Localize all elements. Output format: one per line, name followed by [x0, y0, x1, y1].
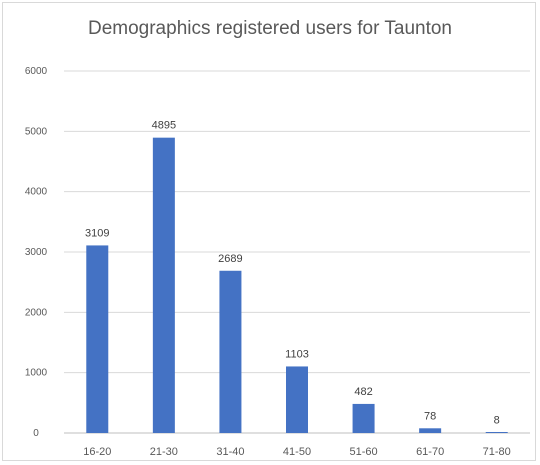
- bar: [152, 137, 175, 433]
- x-tick-label: 61-70: [416, 446, 444, 458]
- data-label: 1103: [285, 348, 309, 360]
- x-tick-label: 16-20: [83, 446, 111, 458]
- data-label: 2689: [218, 253, 242, 265]
- y-tick-label: 3000: [25, 247, 48, 258]
- data-label: 78: [424, 410, 436, 422]
- y-tick-label: 6000: [25, 66, 48, 77]
- chart-title: Demographics registered users for Taunto…: [87, 18, 452, 39]
- bar: [352, 403, 375, 433]
- bar: [419, 428, 442, 433]
- data-label: 8: [494, 415, 500, 427]
- y-tick-label: 4000: [25, 187, 48, 198]
- x-tick-label: 71-80: [483, 446, 511, 458]
- x-tick-label: 51-60: [350, 446, 378, 458]
- data-label: 4895: [152, 120, 176, 132]
- bar: [485, 432, 508, 433]
- data-label: 3109: [85, 227, 109, 239]
- y-tick-label: 2000: [25, 307, 48, 318]
- bar: [86, 245, 109, 433]
- bar: [219, 270, 242, 433]
- y-tick-label: 5000: [25, 126, 48, 137]
- y-tick-label: 1000: [25, 368, 48, 379]
- bar: [286, 366, 308, 433]
- y-tick-label: 0: [33, 428, 39, 439]
- x-tick-label: 21-30: [150, 446, 178, 458]
- x-tick-label: 31-40: [216, 446, 244, 458]
- x-tick-label: 41-50: [283, 446, 311, 458]
- data-label: 482: [354, 386, 372, 398]
